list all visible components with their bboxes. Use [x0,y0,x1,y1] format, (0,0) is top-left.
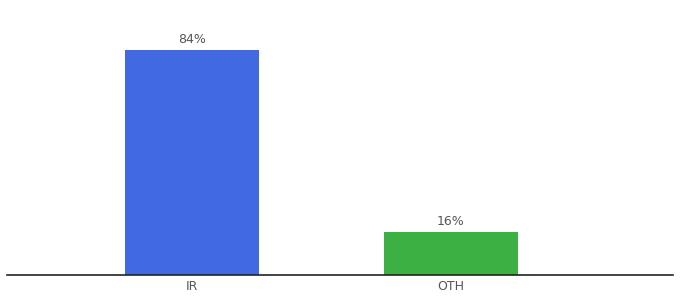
Bar [125,50,258,275]
Bar [384,232,517,275]
Text: 84%: 84% [178,33,206,46]
Text: 16%: 16% [437,215,465,228]
